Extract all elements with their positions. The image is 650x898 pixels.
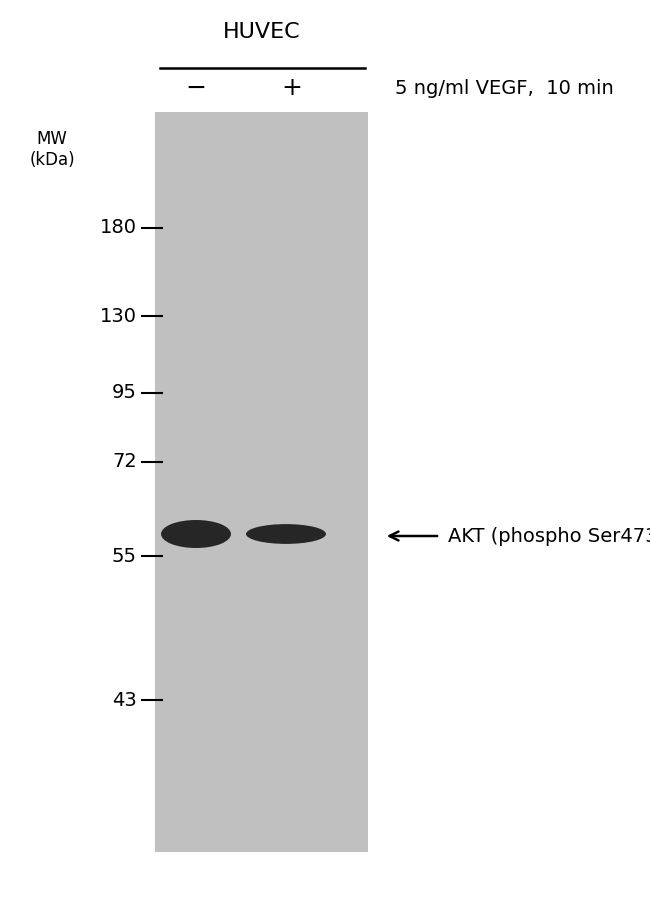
Text: −: −: [185, 76, 207, 100]
Text: HUVEC: HUVEC: [223, 22, 301, 42]
Text: 72: 72: [112, 453, 136, 471]
Text: MW
(kDa): MW (kDa): [29, 130, 75, 169]
Ellipse shape: [246, 524, 326, 544]
Text: 130: 130: [100, 306, 136, 325]
Text: 95: 95: [112, 383, 136, 402]
Bar: [155, 112, 368, 852]
Text: AKT (phospho Ser473): AKT (phospho Ser473): [448, 526, 650, 545]
Text: 43: 43: [112, 691, 136, 709]
Ellipse shape: [161, 520, 231, 548]
Text: +: +: [281, 76, 302, 100]
Text: 55: 55: [112, 547, 136, 566]
Text: 5 ng/ml VEGF,  10 min: 5 ng/ml VEGF, 10 min: [395, 78, 614, 98]
Text: 180: 180: [100, 218, 136, 237]
